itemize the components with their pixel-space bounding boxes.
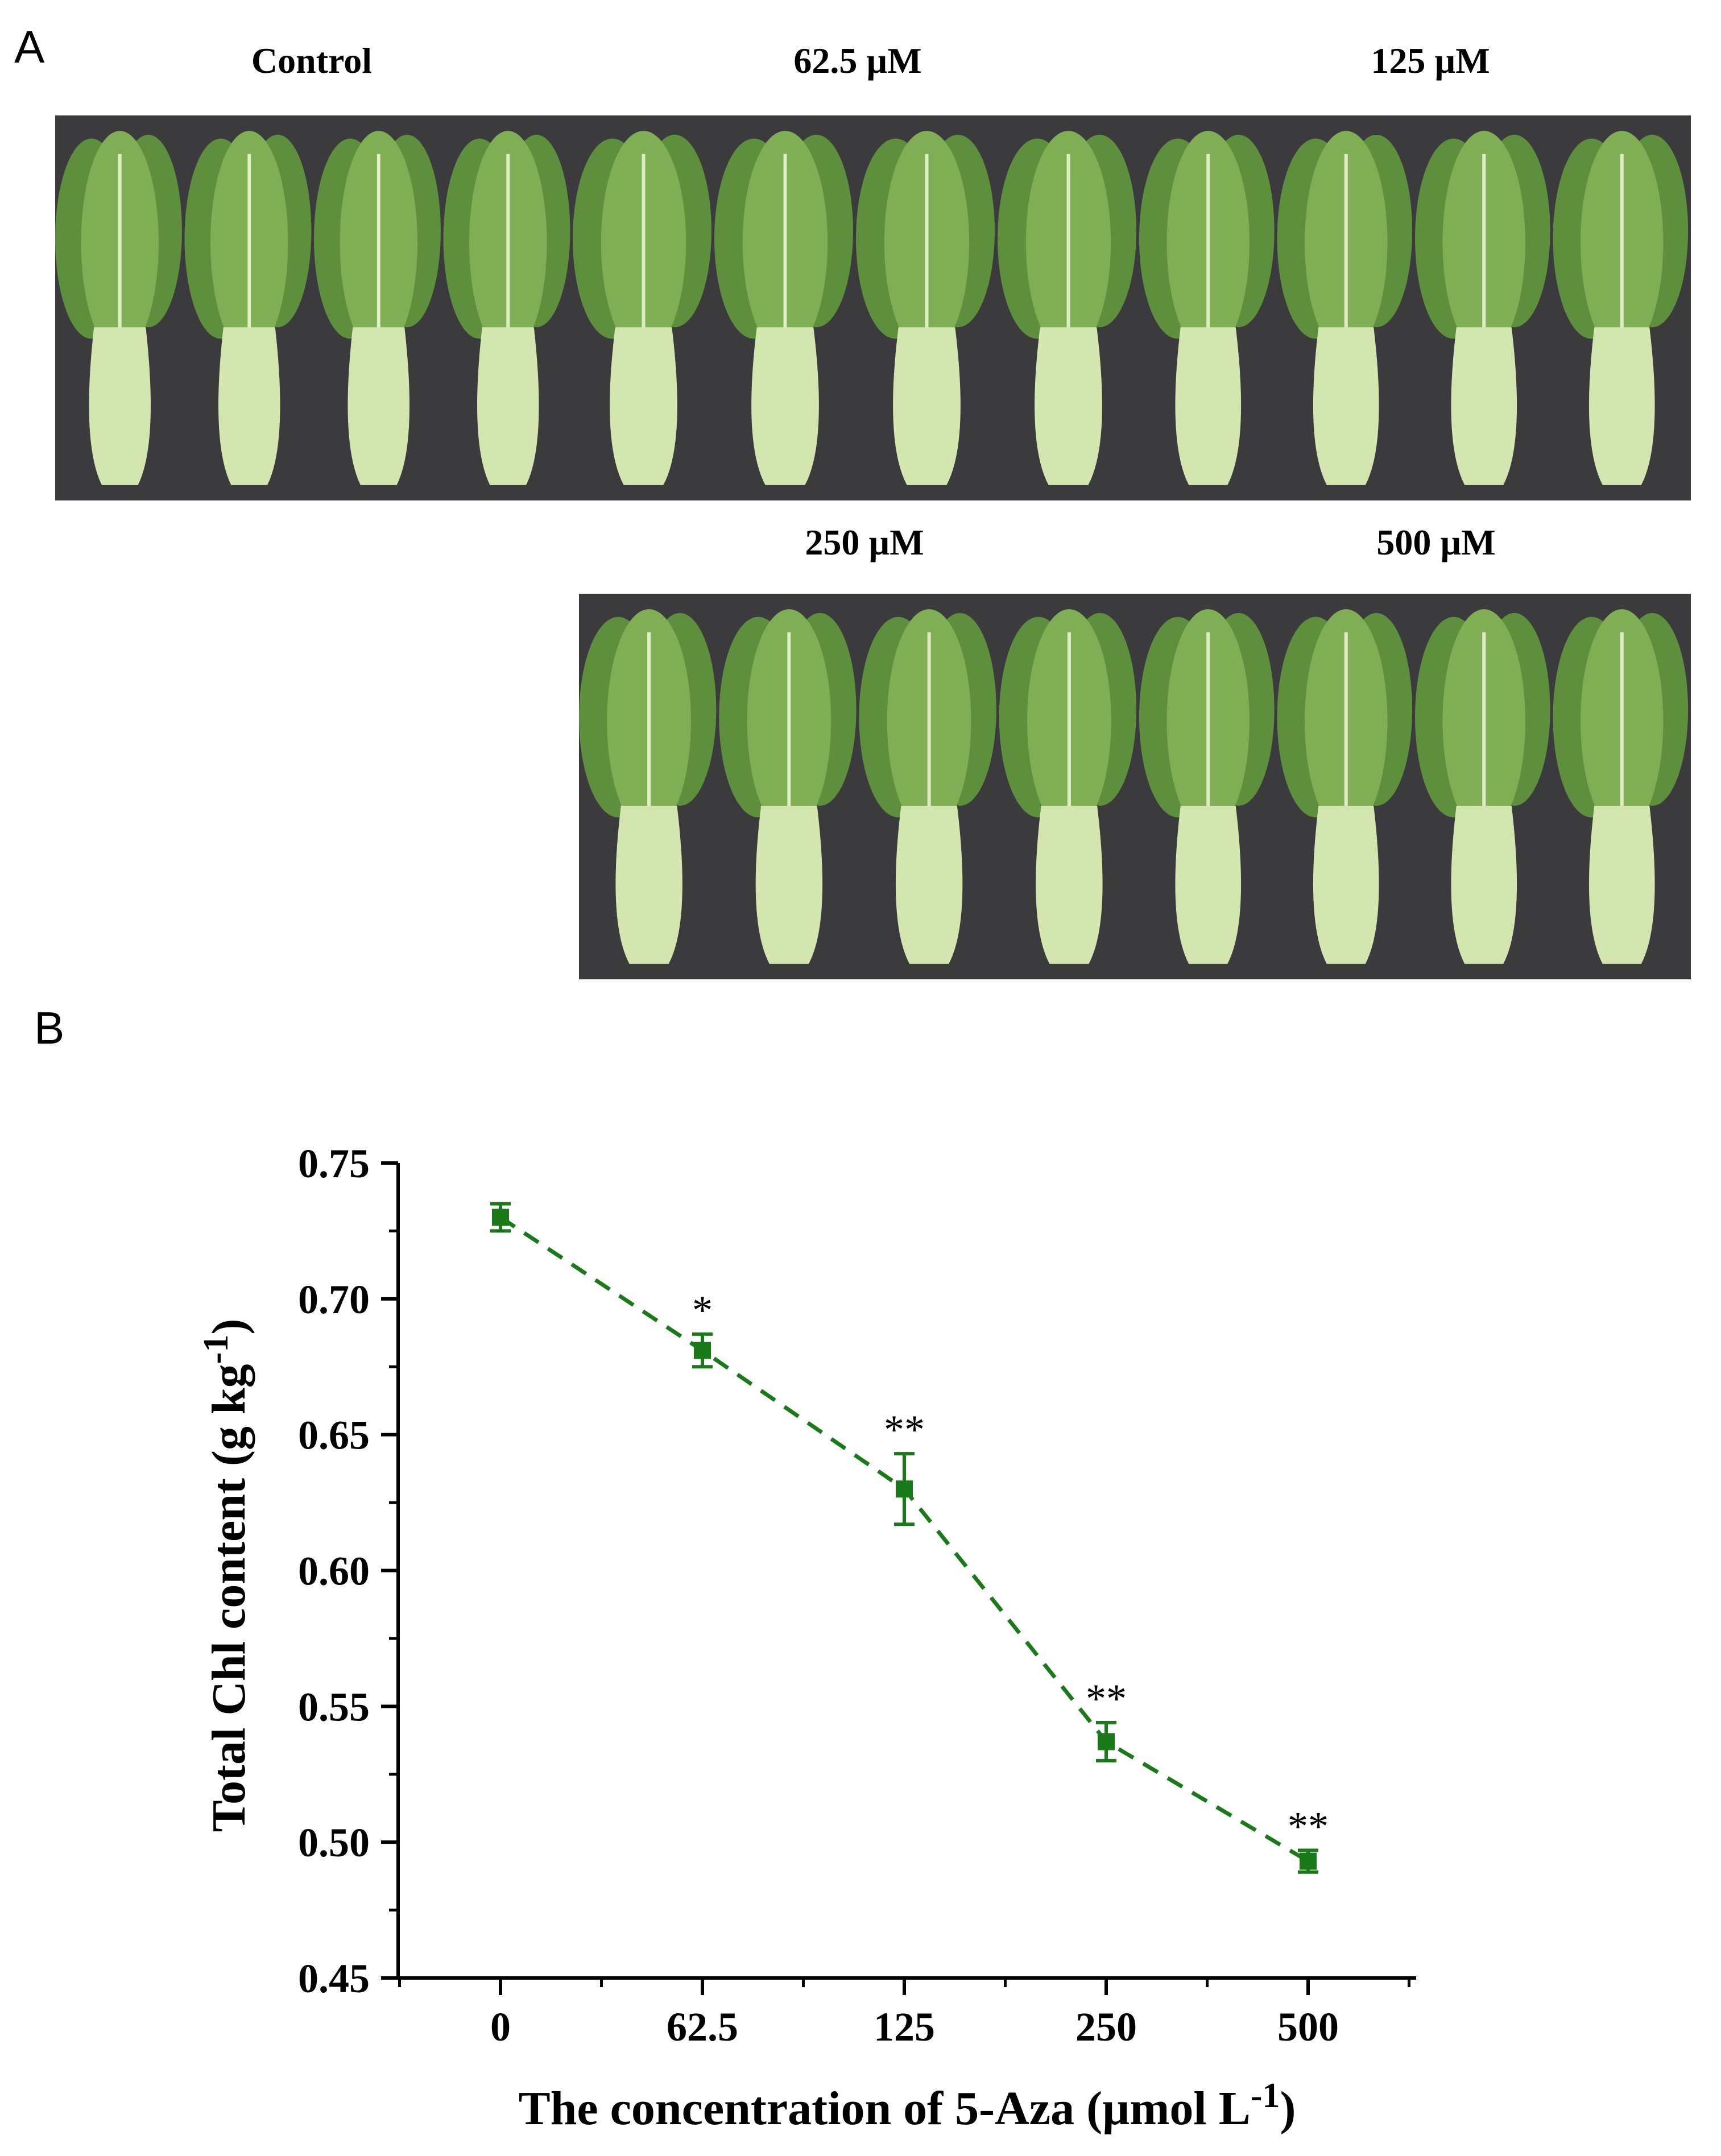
data-point: [694, 1342, 711, 1359]
photo-label: 250 µM: [805, 522, 924, 562]
photo-panel: 62.5 µM: [573, 40, 1139, 500]
photo-label: Control: [251, 40, 372, 81]
y-tick-label: 0.55: [298, 1684, 370, 1729]
plant-stem: [1451, 327, 1517, 485]
bok-choy-plant: [1553, 609, 1689, 964]
x-axis-ticks: 0 62.5 125 250 500: [398, 1978, 1410, 2050]
plant-stem: [893, 327, 961, 485]
plant-stem: [1175, 805, 1242, 964]
plant-stem: [1313, 805, 1379, 964]
panel-b-letter: B: [34, 1003, 64, 1053]
significance-label: *: [692, 1288, 713, 1333]
y-tick-label: 0.65: [298, 1413, 370, 1458]
bok-choy-plant: [314, 131, 441, 485]
plant-stem: [1035, 327, 1102, 485]
bok-choy-plant: [1139, 609, 1275, 964]
bok-choy-plant: [1139, 131, 1275, 485]
photo-panel: 500 µM: [1139, 522, 1691, 979]
significance-label: **: [884, 1407, 925, 1452]
photo-label: 62.5 µM: [793, 40, 921, 81]
chl-content-chart: 0.45 0.50 0.55 0.60 0.65 0.70 0.75 0 62.5 125 250…: [197, 1141, 1416, 2135]
data-point: [1300, 1852, 1317, 1870]
bok-choy-plant: [1277, 131, 1413, 485]
plant-stem: [218, 327, 280, 485]
data-point: [896, 1480, 913, 1498]
bok-choy-plant: [573, 131, 712, 485]
plant-stem: [751, 327, 819, 485]
plant-stem: [755, 805, 823, 964]
y-tick-label: 0.75: [298, 1141, 370, 1186]
plant-stem: [1175, 327, 1242, 485]
significance-label: **: [1288, 1803, 1329, 1849]
x-tick-label: 500: [1277, 2004, 1339, 2050]
photo-panel: 250 µM: [578, 522, 1139, 979]
photo-label: 500 µM: [1376, 522, 1495, 562]
photo-panel-group: Control 62.5 µM 125 µM 250 µM 500 µM: [55, 40, 1691, 979]
x-tick-label: 62.5: [667, 2004, 738, 2050]
bok-choy-plant: [1553, 131, 1689, 485]
x-axis-title: The concentration of 5-Aza (µmol L-1): [519, 2076, 1296, 2135]
plant-stem: [1313, 327, 1379, 485]
data-point: [1098, 1733, 1115, 1751]
significance-label: **: [1086, 1676, 1127, 1722]
photo-label: 125 µM: [1371, 40, 1490, 81]
x-tick-label: 0: [490, 2004, 511, 2050]
bok-choy-plant: [578, 609, 717, 964]
bok-choy-plant: [443, 131, 570, 485]
photo-panel: 125 µM: [1139, 40, 1691, 500]
bok-choy-plant: [859, 609, 996, 964]
x-tick-label: 125: [874, 2004, 935, 2050]
bok-choy-plant: [184, 131, 312, 485]
bok-choy-plant: [999, 609, 1137, 964]
x-tick-label: 250: [1075, 2004, 1137, 2050]
plant-stem: [615, 805, 682, 964]
plant-stem: [1451, 805, 1517, 964]
y-tick-label: 0.50: [298, 1820, 370, 1865]
series-line: [499, 1215, 1309, 1863]
bok-choy-plant: [714, 131, 854, 485]
plant-stem: [1036, 805, 1103, 964]
y-tick-label: 0.45: [298, 1956, 370, 2001]
plant-stem: [1588, 327, 1655, 485]
data-point: [492, 1209, 509, 1226]
bok-choy-plant: [856, 131, 995, 485]
y-axis-ticks: 0.45 0.50 0.55 0.60 0.65 0.70 0.75: [298, 1141, 398, 2001]
bok-choy-plant: [719, 609, 857, 964]
plant-stem: [89, 327, 151, 485]
bok-choy-plant: [1415, 131, 1550, 485]
y-tick-label: 0.70: [298, 1277, 370, 1322]
bok-choy-plant: [55, 131, 182, 485]
panel-a-letter: A: [14, 22, 45, 72]
bok-choy-plant: [998, 131, 1137, 485]
series-total-chl: *******: [490, 1202, 1329, 1874]
y-tick-label: 0.60: [298, 1549, 370, 1594]
plant-stem: [1588, 805, 1655, 964]
bok-choy-plant: [1415, 609, 1550, 964]
bok-choy-plant: [1277, 609, 1413, 964]
plant-stem: [347, 327, 409, 485]
plant-stem: [610, 327, 677, 485]
photo-panel: Control: [55, 40, 573, 500]
y-axis-title: Total Chl content (g kg-1): [197, 1319, 255, 1832]
plant-stem: [477, 327, 539, 485]
plant-stem: [895, 805, 963, 964]
